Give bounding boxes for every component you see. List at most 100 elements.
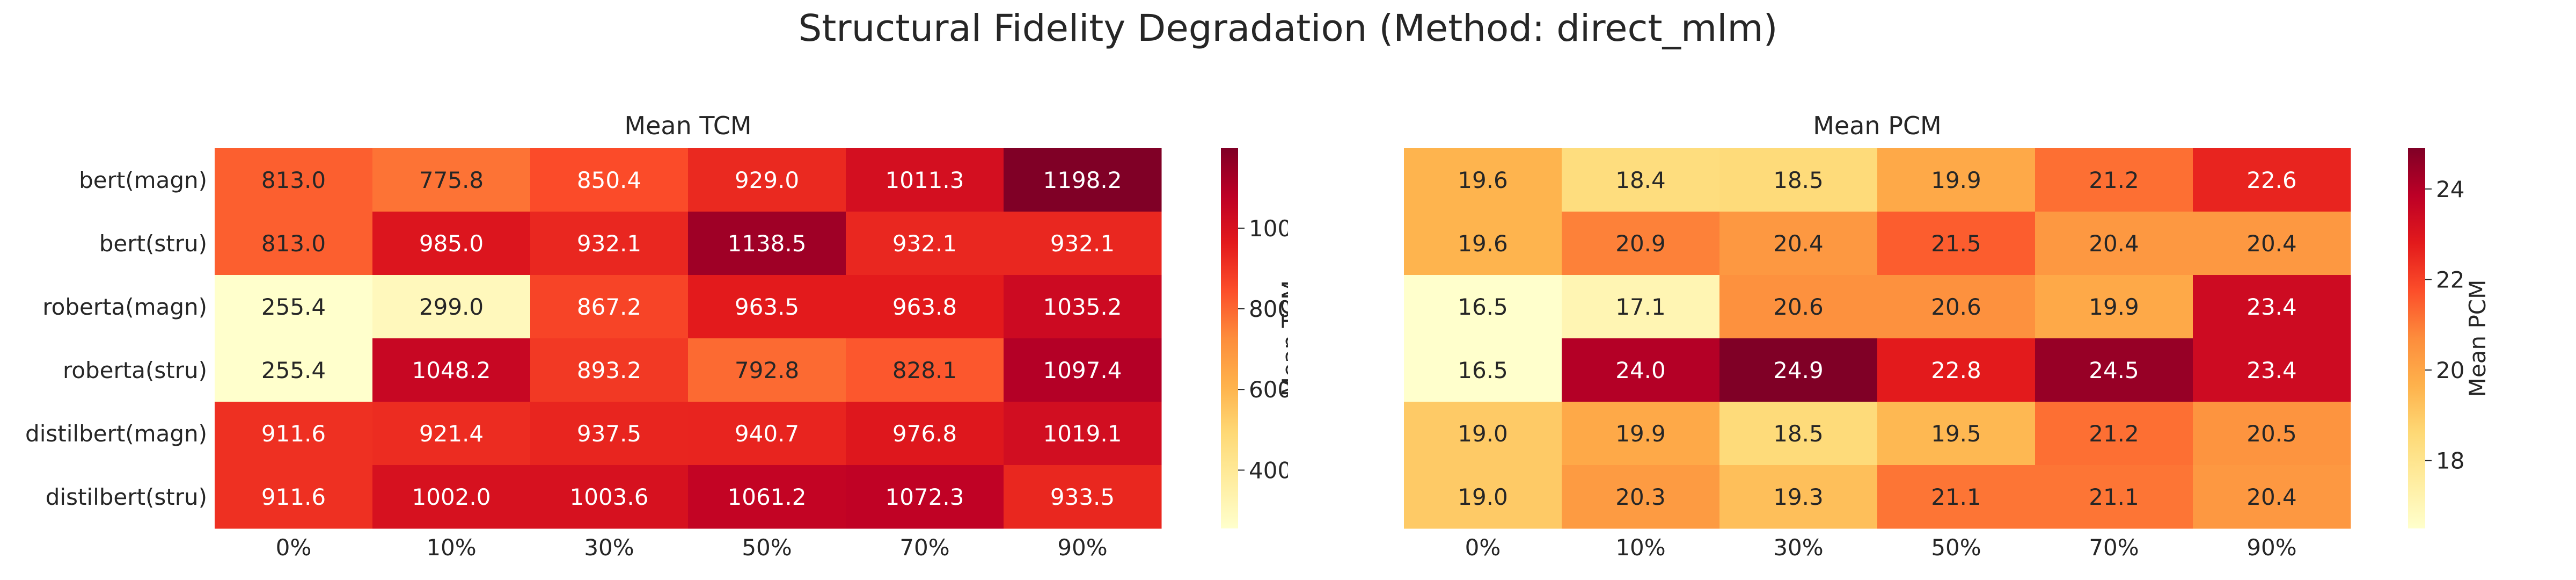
heatmap-cell — [1877, 338, 2036, 402]
cell-value-label: 976.8 — [892, 421, 957, 447]
colorbar-tick-label: 18 — [2436, 448, 2464, 474]
cell-value-label: 792.8 — [735, 357, 799, 383]
heatmap-cell — [688, 148, 846, 212]
heatmap-cell — [2035, 148, 2193, 212]
heatmap-cell — [1719, 338, 1878, 402]
cell-value-label: 933.5 — [1050, 484, 1115, 510]
cell-value-label: 20.4 — [2089, 230, 2139, 257]
column-label: 0% — [276, 534, 312, 561]
heatmap-cell — [1404, 402, 1562, 466]
cell-value-label: 1002.0 — [412, 484, 491, 510]
heatmap-cell — [1562, 402, 1720, 466]
cell-value-label: 828.1 — [892, 357, 957, 383]
heatmap-cell — [2193, 402, 2351, 466]
heatmap-cell — [846, 465, 1004, 529]
cell-value-label: 963.8 — [892, 294, 957, 320]
cell-value-label: 19.0 — [1458, 484, 1508, 510]
cell-value-label: 24.5 — [2089, 357, 2139, 383]
heatmap-cell — [846, 212, 1004, 276]
cell-value-label: 1061.2 — [728, 484, 807, 510]
heatmap-cell — [1877, 212, 2036, 276]
cell-value-label: 19.9 — [1615, 421, 1666, 447]
heatmap-cell — [215, 338, 373, 402]
cell-value-label: 24.0 — [1615, 357, 1666, 383]
heatmap-cell — [215, 275, 373, 339]
heatmap-cell — [846, 402, 1004, 466]
column-label: 70% — [2089, 534, 2139, 561]
heatmap-cell — [2193, 148, 2351, 212]
colorbar-tick-label: 24 — [2436, 176, 2464, 202]
cell-value-label: 16.5 — [1458, 294, 1508, 320]
cell-value-label: 1097.4 — [1043, 357, 1122, 383]
cell-value-label: 1019.1 — [1043, 421, 1122, 447]
cell-value-label: 20.4 — [2246, 230, 2297, 257]
cell-value-label: 1011.3 — [885, 167, 964, 193]
heatmap-cell — [846, 338, 1004, 402]
heatmap-cell — [1719, 402, 1878, 466]
column-label: 10% — [426, 534, 476, 561]
cell-value-label: 23.4 — [2246, 357, 2297, 383]
column-label: 90% — [1057, 534, 1107, 561]
heatmap-cell — [1719, 275, 1878, 339]
cell-value-label: 16.5 — [1458, 357, 1508, 383]
panel-title: Mean TCM — [624, 111, 751, 140]
heatmap-cell — [530, 402, 689, 466]
heatmap-cell — [372, 212, 531, 276]
heatmap-cell — [688, 275, 846, 339]
heatmap-cell — [372, 402, 531, 466]
cell-value-label: 985.0 — [419, 230, 484, 257]
cell-value-label: 24.9 — [1773, 357, 1824, 383]
cell-value-label: 1138.5 — [728, 230, 807, 257]
cell-value-label: 850.4 — [577, 167, 641, 193]
cell-value-label: 775.8 — [419, 167, 484, 193]
cell-value-label: 940.7 — [735, 421, 799, 447]
cell-value-label: 19.5 — [1931, 421, 1981, 447]
cell-value-label: 867.2 — [577, 294, 641, 320]
panel-title: Mean PCM — [1813, 111, 1942, 140]
cell-value-label: 813.0 — [261, 167, 326, 193]
heatmap-cell — [215, 402, 373, 466]
cell-value-label: 19.6 — [1458, 230, 1508, 257]
cell-value-label: 1003.6 — [570, 484, 649, 510]
heatmap-cell — [1562, 212, 1720, 276]
heatmap-cell — [2035, 212, 2193, 276]
heatmap-cell — [688, 212, 846, 276]
heatmap-cell — [1562, 338, 1720, 402]
cell-value-label: 23.4 — [2246, 294, 2297, 320]
colorbar-label: Mean PCM — [2464, 280, 2491, 397]
cell-value-label: 932.1 — [1050, 230, 1115, 257]
cell-value-label: 1198.2 — [1043, 167, 1122, 193]
heatmap-cell — [2035, 338, 2193, 402]
heatmap-cell — [372, 338, 531, 402]
heatmap-cell — [688, 338, 846, 402]
heatmap-cell — [2193, 275, 2351, 339]
heatmap-cell — [1404, 212, 1562, 276]
cell-value-label: 19.0 — [1458, 421, 1508, 447]
heatmap-cell — [1562, 465, 1720, 529]
colorbar-label: Mean TCM — [1277, 280, 1288, 397]
heatmap-cell — [215, 148, 373, 212]
heatmap-cell — [846, 275, 1004, 339]
heatmap-cell — [1719, 212, 1878, 276]
heatmap-cell — [1877, 275, 2036, 339]
cell-value-label: 20.6 — [1773, 294, 1824, 320]
cell-value-label: 20.3 — [1615, 484, 1666, 510]
cell-value-label: 255.4 — [261, 294, 326, 320]
heatmap-cell — [1562, 275, 1720, 339]
heatmap-cell — [688, 402, 846, 466]
column-label: 70% — [899, 534, 949, 561]
column-label: 30% — [584, 534, 634, 561]
heatmap-cell — [2035, 402, 2193, 466]
cell-value-label: 21.1 — [1931, 484, 1981, 510]
cell-value-label: 911.6 — [261, 484, 326, 510]
heatmap-cell — [846, 148, 1004, 212]
row-label: bert(magn) — [79, 167, 207, 193]
heatmap-cell — [1404, 338, 1562, 402]
cell-value-label: 18.5 — [1773, 167, 1824, 193]
row-label: roberta(magn) — [42, 294, 207, 320]
heatmap-cell — [215, 212, 373, 276]
cell-value-label: 19.9 — [2089, 294, 2139, 320]
cell-value-label: 20.4 — [2246, 484, 2297, 510]
colorbar-tick-label: 400 — [1249, 457, 1288, 483]
cell-value-label: 937.5 — [577, 421, 641, 447]
